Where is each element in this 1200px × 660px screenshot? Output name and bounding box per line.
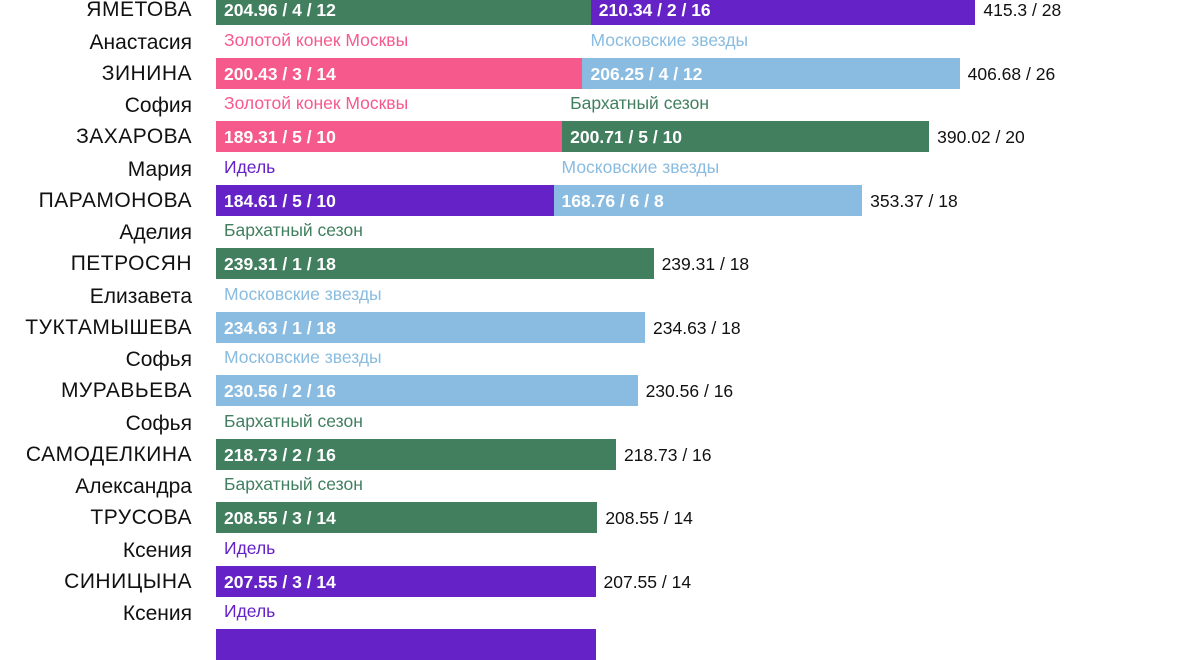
event-label: Московские звезды	[590, 29, 749, 50]
bar-segment-label: 207.55 / 3 / 14	[224, 571, 336, 592]
event-label: Московские звезды	[224, 347, 382, 367]
athlete-last-name: САМОДЕЛКИНА	[25, 442, 192, 466]
athlete-first-name: Александра	[75, 475, 192, 498]
event-label: Золотой конек Москвы	[224, 29, 409, 50]
bar-segment-label: 168.76 / 6 / 8	[561, 190, 664, 211]
athlete-last-name: ТУКТАМЫШЕВА	[25, 315, 192, 339]
bar-segment: 230.56 / 2 / 16	[216, 375, 638, 406]
bar-segment-label: 204.96 / 4 / 12	[224, 0, 336, 20]
bar-segment: 184.61 / 5 / 10	[216, 184, 554, 216]
bar-segment-label: 208.55 / 3 / 14	[224, 508, 336, 528]
total-label: 415.3 / 28	[983, 0, 1062, 20]
bar-segment-label: 239.31 / 1 / 18	[224, 254, 336, 274]
total-label: 234.63 / 18	[653, 317, 741, 338]
bar-segment: 234.63 / 1 / 18	[216, 311, 646, 343]
athlete-first-name: Аделия	[119, 221, 192, 244]
bar-segment-label: 230.56 / 2 / 16	[224, 381, 336, 401]
bar-segment: 206.25 / 4 / 12	[582, 57, 960, 89]
event-label: Московские звезды	[224, 283, 382, 304]
athlete-first-name: Елизавета	[89, 284, 192, 308]
bar-segment: 200.71 / 5 / 10	[562, 121, 930, 152]
total-label: 230.56 / 16	[645, 381, 734, 401]
bar-segment-label: 210.34 / 2 / 16	[598, 0, 711, 20]
bar-segment-label: 189.31 / 5 / 10	[224, 127, 336, 147]
athlete-first-name: Ксения	[122, 602, 192, 625]
event-label: Идель	[224, 601, 276, 621]
athlete-last-name: ЗАХАРОВА	[76, 125, 192, 148]
bar-segment-label: 234.63 / 1 / 18	[224, 317, 336, 338]
bar-segment-label: 200.43 / 3 / 14	[224, 63, 336, 84]
bar-segment: 218.73 / 2 / 16	[216, 438, 616, 470]
bar-segment-label: 218.73 / 2 / 16	[224, 444, 336, 465]
total-label: 353.37 / 18	[870, 190, 958, 211]
athlete-first-name: София	[124, 94, 192, 117]
athlete-last-name: МУРАВЬЕВА	[60, 379, 192, 402]
total-label: 390.02 / 20	[937, 127, 1025, 147]
total-label: 218.73 / 16	[623, 444, 712, 465]
bar-segment: 189.31 / 5 / 10	[216, 121, 563, 152]
athlete-first-name: Мария	[127, 157, 192, 181]
chart: ЯМЕТОВА 204.96 / 4 / 12 210.34 / 2 / 16 415…	[25, 0, 1062, 660]
athlete-first-name: Софья	[125, 348, 192, 371]
athlete-last-name: ПЕТРОСЯН	[70, 252, 192, 275]
total-label: 239.31 / 18	[661, 254, 750, 274]
bar-segment: 239.31 / 1 / 18	[216, 248, 654, 279]
athlete-last-name: ПАРАМОНОВА	[38, 188, 192, 212]
event-label: Бархатный сезон	[570, 93, 710, 113]
total-label: 207.55 / 14	[603, 571, 692, 592]
bar-segment: 207.55 / 3 / 14	[216, 565, 596, 597]
athlete-last-name: ЗИНИНА	[101, 61, 192, 85]
bar-segment-label: 184.61 / 5 / 10	[224, 190, 336, 211]
athlete-last-name: ТРУСОВА	[90, 506, 192, 529]
bar-segment-label: 200.71 / 5 / 10	[570, 127, 683, 147]
athlete-first-name: Анастасия	[89, 30, 192, 54]
athlete-first-name: Софья	[125, 411, 192, 435]
event-label: Золотой конек Москвы	[224, 93, 409, 113]
athlete-last-name: ЯМЕТОВА	[86, 0, 192, 21]
athlete-last-name: СИНИЦЫНА	[64, 569, 192, 593]
event-label: Идель	[224, 156, 276, 177]
bar-segment	[216, 629, 596, 660]
event-label: Московские звезды	[561, 156, 720, 177]
event-label: Бархатный сезон	[224, 410, 363, 431]
total-label: 208.55 / 14	[605, 508, 693, 528]
event-label: Идель	[224, 537, 276, 558]
athlete-first-name: Ксения	[122, 538, 192, 562]
event-label: Бархатный сезон	[224, 220, 363, 240]
total-label: 406.68 / 26	[967, 63, 1056, 84]
bar-segment-label: 206.25 / 4 / 12	[590, 63, 703, 84]
bar-segment: 204.96 / 4 / 12	[216, 0, 591, 25]
event-label: Бархатный сезон	[224, 474, 363, 494]
bar-segment: 210.34 / 2 / 16	[590, 0, 976, 25]
bar-segment: 200.43 / 3 / 14	[216, 57, 583, 89]
bar-segment: 168.76 / 6 / 8	[553, 184, 863, 216]
bar-segment: 208.55 / 3 / 14	[216, 502, 598, 533]
